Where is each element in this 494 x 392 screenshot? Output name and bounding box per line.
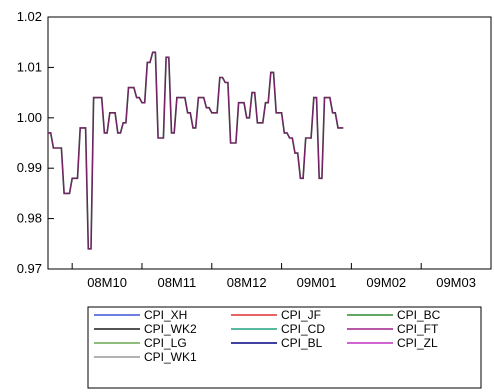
legend-label: CPI_WK1 xyxy=(144,350,197,364)
y-tick-label: 0.97 xyxy=(17,261,42,276)
legend-label: CPI_XH xyxy=(144,308,187,322)
x-tick-label: 09M02 xyxy=(366,275,406,290)
x-tick-label: 08M11 xyxy=(157,275,196,290)
legend-label: CPI_WK2 xyxy=(144,322,197,336)
y-tick-label: 1.02 xyxy=(17,9,42,24)
legend-label: CPI_FT xyxy=(397,322,439,336)
x-tick-label: 09M01 xyxy=(297,275,337,290)
x-tick-label: 08M12 xyxy=(227,275,267,290)
y-tick-label: 1.01 xyxy=(17,59,42,74)
plot-frame xyxy=(47,16,492,270)
legend-box xyxy=(87,306,482,389)
legend-label: CPI_JF xyxy=(281,308,321,322)
legend-label: CPI_BC xyxy=(397,308,441,322)
series-line-cpi-ft xyxy=(48,51,344,250)
legend-label: CPI_CD xyxy=(281,322,325,336)
y-tick-label: 0.99 xyxy=(17,160,42,175)
legend-label: CPI_LG xyxy=(144,336,187,350)
y-tick-label: 0.98 xyxy=(17,211,42,226)
y-tick-label: 1.00 xyxy=(17,110,42,125)
x-tick-label: 09M03 xyxy=(436,275,476,290)
x-tick-label: 08M10 xyxy=(87,275,127,290)
legend-label: CPI_BL xyxy=(281,336,323,350)
legend-label: CPI_ZL xyxy=(397,336,438,350)
